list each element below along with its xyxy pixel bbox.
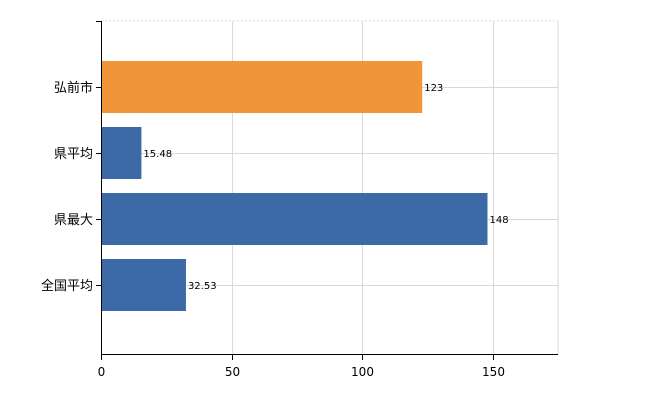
- labels: 123 弘前市 15.48 県平均 148 県最大 32.53 全国平均 0 50 100 150: [41, 80, 509, 379]
- category-label: 弘前市: [54, 80, 93, 96]
- data-label: 32.53: [188, 281, 217, 292]
- data-label: 15.48: [143, 149, 172, 160]
- x-tick-label: 50: [225, 365, 240, 379]
- data-label: 148: [489, 215, 508, 226]
- bar-4: [102, 259, 186, 311]
- bar-2: [102, 127, 142, 179]
- bar-3: [102, 193, 488, 245]
- x-tick-label: 100: [351, 365, 374, 379]
- category-label: 全国平均: [41, 278, 93, 294]
- x-tick-label: 150: [482, 365, 505, 379]
- axes: [96, 21, 558, 360]
- x-tick-label: 0: [98, 365, 106, 379]
- bar-1: [102, 61, 423, 113]
- category-label: 県最大: [54, 213, 93, 228]
- category-label: 県平均: [54, 147, 93, 162]
- data-label: 123: [424, 83, 443, 94]
- bars: [102, 61, 488, 311]
